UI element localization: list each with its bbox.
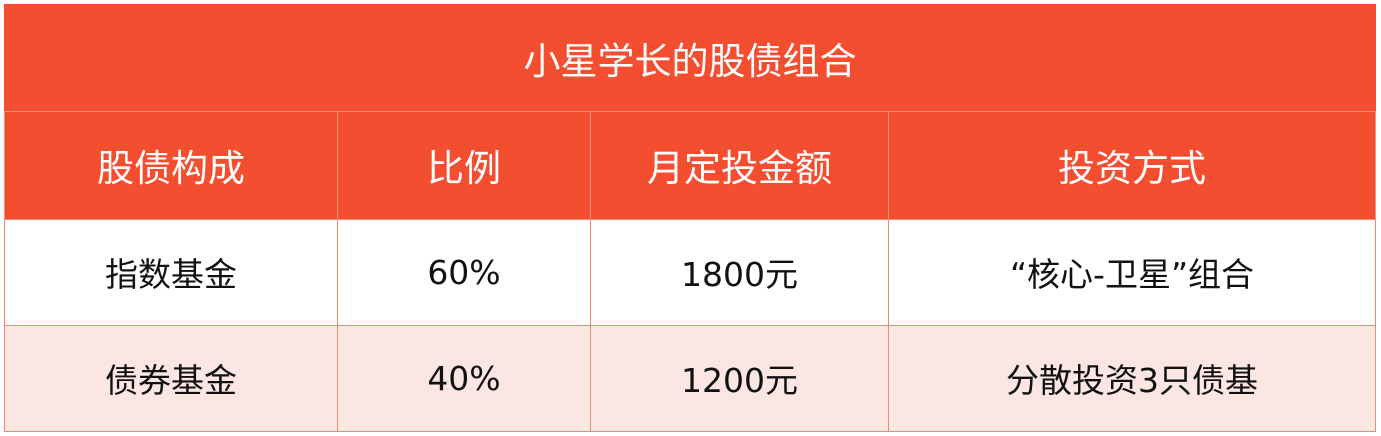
cell-ratio: 40% — [337, 324, 591, 433]
cell-composition: 债券基金 — [4, 324, 338, 433]
column-header-ratio: 比例 — [337, 111, 591, 220]
column-header-composition: 股债构成 — [4, 111, 338, 220]
table-row: 指数基金 60% 1800元 “核心-卫星”组合 — [4, 218, 1376, 326]
title-row: 小星学长的股债组合 — [4, 3, 1376, 113]
column-header-monthly-amount: 月定投金额 — [590, 111, 889, 220]
table-row: 债券基金 40% 1200元 分散投资3只债基 — [4, 324, 1376, 433]
portfolio-table: 小星学长的股债组合 股债构成 比例 月定投金额 投资方式 指数基金 60% 18… — [4, 3, 1376, 433]
table-title: 小星学长的股债组合 — [4, 3, 1376, 113]
column-header-method: 投资方式 — [888, 111, 1376, 220]
cell-monthly-amount: 1800元 — [590, 218, 889, 326]
cell-monthly-amount: 1200元 — [590, 324, 889, 433]
cell-ratio: 60% — [337, 218, 591, 326]
cell-composition: 指数基金 — [4, 218, 338, 326]
cell-method: 分散投资3只债基 — [888, 324, 1376, 433]
header-row: 股债构成 比例 月定投金额 投资方式 — [4, 111, 1376, 220]
cell-method: “核心-卫星”组合 — [888, 218, 1376, 326]
